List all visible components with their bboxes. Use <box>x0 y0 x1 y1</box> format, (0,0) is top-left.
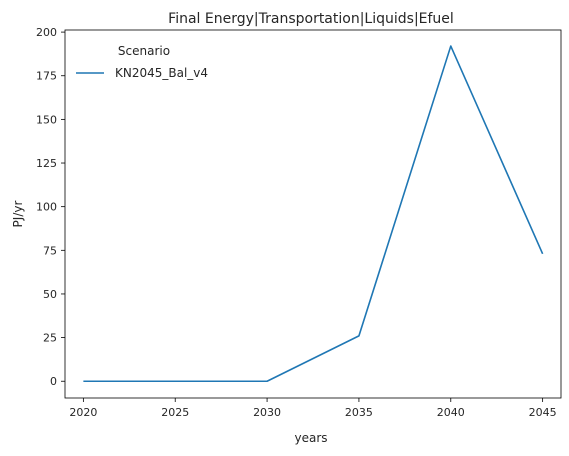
legend: Scenario KN2045_Bal_v4 <box>76 44 208 80</box>
plot-frame <box>64 29 562 399</box>
y-tick-label: 75 <box>43 244 57 257</box>
y-tick-label: 50 <box>43 288 57 301</box>
y-tick-label: 200 <box>36 26 57 39</box>
y-tick-label: 175 <box>36 70 57 83</box>
x-tick-label: 2020 <box>69 406 97 419</box>
legend-entry-label: KN2045_Bal_v4 <box>115 66 208 80</box>
chart-title: Final Energy|Transportation|Liquids|Efue… <box>168 11 454 27</box>
x-tick-label: 2040 <box>437 406 465 419</box>
x-tick-label: 2025 <box>161 406 189 419</box>
x-axis-label: years <box>294 431 327 445</box>
x-tick-label: 2045 <box>529 406 557 419</box>
y-axis-label: PJ/yr <box>11 201 25 228</box>
y-axis-ticks: 0 25 50 75 100 125 150 175 200 <box>36 26 65 388</box>
y-tick-label: 100 <box>36 201 57 214</box>
y-tick-label: 25 <box>43 332 57 345</box>
y-tick-label: 125 <box>36 157 57 170</box>
x-tick-label: 2035 <box>345 406 373 419</box>
series-line-0 <box>83 45 544 383</box>
y-tick-label: 0 <box>50 375 57 388</box>
y-tick-label: 150 <box>36 113 57 126</box>
x-axis-ticks: 2020 2025 2030 2035 2040 2045 <box>69 398 557 419</box>
series-layer <box>83 45 544 383</box>
legend-title: Scenario <box>118 44 170 58</box>
x-tick-label: 2030 <box>253 406 281 419</box>
